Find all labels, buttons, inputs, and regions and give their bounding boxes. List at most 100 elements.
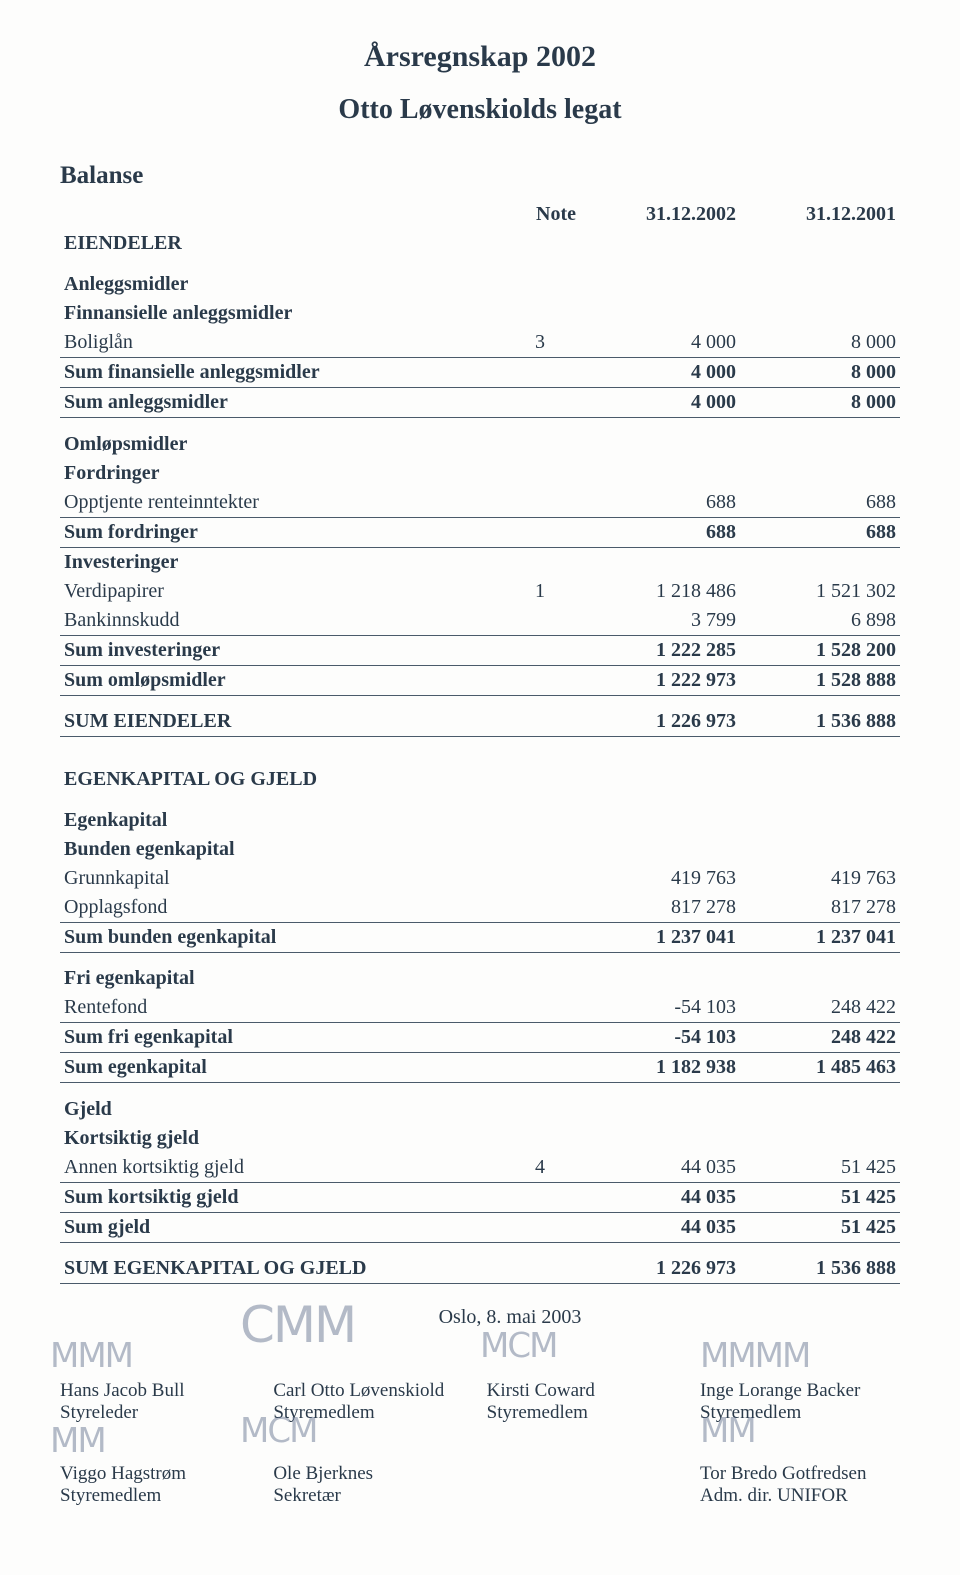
signatures-block: ⅭⅯⅯ ⅯⅯⅯ ⅯⅭⅯ ⅯⅯⅯⅯ ⅯⅯ ⅯⅭⅯ ⅯⅯ Oslo, 8. mai …	[60, 1306, 900, 1507]
sum-invest-v1: 1 222 285	[580, 635, 740, 665]
sig-4-role: Styremedlem	[700, 1402, 900, 1424]
col-note: Note	[500, 200, 580, 229]
sum-gjeld-v1: 44 035	[580, 1212, 740, 1242]
col-2001: 31.12.2001	[740, 200, 900, 229]
bank-v1: 3 799	[580, 606, 740, 636]
sig-7: Tor Bredo Gotfredsen Adm. dir. UNIFOR	[700, 1462, 900, 1507]
sum-kort-v2: 51 425	[740, 1182, 900, 1212]
rentefond-v1: -54 103	[580, 993, 740, 1023]
sum-fri-v2: 248 422	[740, 1023, 900, 1053]
sum-gjeld-label: Sum gjeld	[60, 1212, 500, 1242]
fri-ek-h: Fri egenkapital	[60, 964, 500, 993]
sum-ek-label: Sum egenkapital	[60, 1053, 500, 1083]
sig-4: Inge Lorange Backer Styremedlem	[700, 1379, 900, 1424]
opptjente-label: Opptjente renteinntekter	[60, 488, 500, 518]
sum-fri-label: Sum fri egenkapital	[60, 1023, 500, 1053]
opptjente-v2: 688	[740, 488, 900, 518]
sig-7-name: Tor Bredo Gotfredsen	[700, 1462, 900, 1485]
boliglan-v2: 8 000	[740, 328, 900, 358]
sig-7-role: Adm. dir. UNIFOR	[700, 1485, 900, 1507]
sum-fri-v1: -54 103	[580, 1023, 740, 1053]
sig-2-name: Carl Otto Løvenskiold	[273, 1379, 473, 1402]
eiendeler-heading: EIENDELER	[60, 229, 500, 258]
section-balanse: Balanse	[60, 162, 900, 190]
kort-gjeld-h: Kortsiktig gjeld	[60, 1124, 500, 1153]
doc-title: Årsregnskap 2002	[60, 40, 900, 74]
sum-omlop-v1: 1 222 973	[580, 665, 740, 695]
annen-v1: 44 035	[580, 1153, 740, 1183]
sum-anlegg-v1: 4 000	[580, 388, 740, 418]
anleggsmidler-h: Anleggsmidler	[60, 270, 500, 299]
sum-kort-v1: 44 035	[580, 1182, 740, 1212]
sum-fordr-v2: 688	[740, 517, 900, 547]
sum-bunden-v1: 1 237 041	[580, 922, 740, 952]
annen-label: Annen kortsiktig gjeld	[60, 1153, 500, 1183]
sum-anlegg-v2: 8 000	[740, 388, 900, 418]
sig-4-name: Inge Lorange Backer	[700, 1379, 900, 1402]
sum-eiend-v1: 1 226 973	[580, 707, 740, 737]
sig-6: Ole Bjerknes Sekretær	[273, 1462, 473, 1507]
sum-fin-anlegg-label: Sum finansielle anleggsmidler	[60, 358, 500, 388]
annen-v2: 51 425	[740, 1153, 900, 1183]
sig-5: Viggo Hagstrøm Styremedlem	[60, 1462, 260, 1507]
rentefond-label: Rentefond	[60, 993, 500, 1023]
sum-ek-v1: 1 182 938	[580, 1053, 740, 1083]
sum-fordr-label: Sum fordringer	[60, 517, 500, 547]
sum-bunden-label: Sum bunden egenkapital	[60, 922, 500, 952]
fordringer-h: Fordringer	[60, 459, 500, 488]
sum-invest-label: Sum investeringer	[60, 635, 500, 665]
grunnkap-label: Grunnkapital	[60, 864, 500, 893]
egenkapital-h: Egenkapital	[60, 806, 500, 835]
omlop-h: Omløpsmidler	[60, 430, 500, 459]
bank-label: Bankinnskudd	[60, 606, 500, 636]
sig-6-name: Ole Bjerknes	[273, 1462, 473, 1485]
grunnkap-v1: 419 763	[580, 864, 740, 893]
invest-h: Investeringer	[60, 547, 500, 577]
grunnkap-v2: 419 763	[740, 864, 900, 893]
boliglan-v1: 4 000	[580, 328, 740, 358]
sig-1-name: Hans Jacob Bull	[60, 1379, 260, 1402]
opplag-label: Opplagsfond	[60, 893, 500, 923]
sum-all-v2: 1 536 888	[740, 1254, 900, 1284]
sum-anlegg-label: Sum anleggsmidler	[60, 388, 500, 418]
boliglan-label: Boliglån	[60, 328, 500, 358]
verdip-v2: 1 521 302	[740, 577, 900, 606]
sum-all-v1: 1 226 973	[580, 1254, 740, 1284]
sum-omlop-label: Sum omløpsmidler	[60, 665, 500, 695]
sig-1: Hans Jacob Bull Styreleder	[60, 1379, 260, 1424]
sum-gjeld-v2: 51 425	[740, 1212, 900, 1242]
sig-1-role: Styreleder	[60, 1402, 260, 1424]
sum-bunden-v2: 1 237 041	[740, 922, 900, 952]
verdip-v1: 1 218 486	[580, 577, 740, 606]
sum-fordr-v1: 688	[580, 517, 740, 547]
sig-2: Carl Otto Løvenskiold Styremedlem	[273, 1379, 473, 1424]
gjeld-h: Gjeld	[60, 1095, 500, 1124]
sum-invest-v2: 1 528 200	[740, 635, 900, 665]
signature-date: Oslo, 8. mai 2003	[410, 1306, 610, 1329]
balance-table: Note 31.12.2002 31.12.2001 EIENDELER Anl…	[60, 200, 900, 1284]
fin-anlegg-h: Finnansielle anleggsmidler	[60, 299, 500, 328]
sum-omlop-v2: 1 528 888	[740, 665, 900, 695]
sum-fin-anlegg-v1: 4 000	[580, 358, 740, 388]
sig-2-role: Styremedlem	[273, 1402, 473, 1424]
sig-6-role: Sekretær	[273, 1485, 473, 1507]
doc-subtitle: Otto Løvenskiolds legat	[60, 94, 900, 126]
rentefond-v2: 248 422	[740, 993, 900, 1023]
sig-3-name: Kirsti Coward	[487, 1379, 687, 1402]
sum-ek-v2: 1 485 463	[740, 1053, 900, 1083]
sum-all-label: SUM EGENKAPITAL OG GJELD	[60, 1254, 500, 1284]
verdip-note: 1	[500, 577, 580, 606]
sig-3-role: Styremedlem	[487, 1402, 687, 1424]
col-2002: 31.12.2002	[580, 200, 740, 229]
sum-kort-label: Sum kortsiktig gjeld	[60, 1182, 500, 1212]
opptjente-v1: 688	[580, 488, 740, 518]
sig-3: Kirsti Coward Styremedlem	[487, 1379, 687, 1424]
sum-fin-anlegg-v2: 8 000	[740, 358, 900, 388]
verdip-label: Verdipapirer	[60, 577, 500, 606]
sig-5-name: Viggo Hagstrøm	[60, 1462, 260, 1485]
bunden-ek-h: Bunden egenkapital	[60, 835, 500, 864]
sum-eiend-v2: 1 536 888	[740, 707, 900, 737]
opplag-v1: 817 278	[580, 893, 740, 923]
annen-note: 4	[500, 1153, 580, 1183]
ek-gjeld-heading: EGENKAPITAL OG GJELD	[60, 765, 500, 794]
